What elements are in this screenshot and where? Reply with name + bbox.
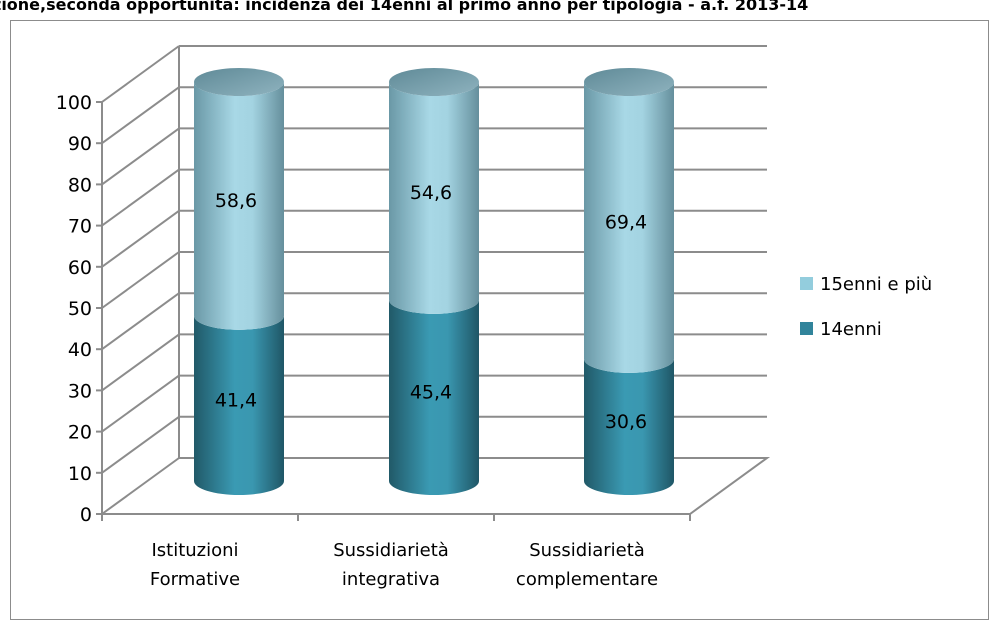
- y-tick-label: 10: [68, 463, 92, 485]
- legend: 15enni e più 14enni: [800, 274, 932, 340]
- bar-segment-15enni: [584, 82, 674, 373]
- gridline-side: [101, 333, 180, 392]
- y-tick-label: 80: [68, 174, 92, 196]
- gridline-side: [101, 86, 180, 145]
- y-tick-label: 70: [68, 216, 92, 238]
- y-tick-label: 40: [68, 339, 92, 361]
- y-tick-label: 100: [56, 92, 92, 114]
- data-label-14enni: 30,6: [605, 411, 647, 433]
- y-tick-label: 50: [68, 298, 92, 320]
- gridline-side: [101, 168, 180, 227]
- data-label-15enni: 54,6: [410, 182, 452, 204]
- legend-label: 14enni: [820, 319, 882, 340]
- gridline-side: [101, 415, 180, 474]
- data-labels: 41,4 58,6 45,4 54,6 30,6 69,4: [215, 182, 647, 433]
- gridline-side: [101, 251, 180, 309]
- chart-title: zione,seconda opportunità: incidenza dei…: [0, 0, 809, 14]
- axes: Istituzioni Formative Sussidiarietà integra…: [96, 46, 771, 590]
- bar-segment-15enni: [389, 82, 479, 314]
- data-label-14enni: 45,4: [410, 381, 452, 403]
- bar-top-cap: [389, 68, 479, 96]
- y-tick-label: 90: [68, 133, 92, 155]
- x-category-label: Sussidiarietà: [529, 540, 645, 561]
- bar-top-cap: [584, 68, 674, 96]
- chart-frame: [10, 20, 989, 620]
- gridline-side: [101, 127, 180, 186]
- y-tick-label: 60: [68, 257, 92, 279]
- legend-label: 15enni e più: [820, 274, 932, 295]
- data-label-15enni: 58,6: [215, 190, 257, 212]
- bar-segment-14enni: [194, 315, 284, 495]
- gridline-side: [101, 292, 180, 351]
- bar-segment-14enni: [584, 358, 674, 495]
- x-category-label: complementare: [516, 569, 658, 590]
- bars: [194, 68, 674, 495]
- legend-swatch: [800, 277, 813, 290]
- x-category-label: integrativa: [342, 569, 440, 590]
- x-category-label: Sussidiarietà: [333, 540, 449, 561]
- x-category-label: Istituzioni: [151, 540, 238, 561]
- gridline-side: [101, 209, 180, 268]
- gridline-side: [101, 374, 180, 433]
- data-label-14enni: 41,4: [215, 389, 257, 411]
- bar-segment-15enni: [194, 82, 284, 330]
- gridline-side: [101, 45, 180, 103]
- bar-segment-14enni: [389, 299, 479, 495]
- y-tick-label: 30: [68, 380, 92, 402]
- y-tick-label: 20: [68, 422, 92, 444]
- x-category-label: Formative: [150, 569, 240, 590]
- bar-top-cap: [194, 68, 284, 96]
- y-tick-label: 0: [80, 504, 92, 526]
- gridline-side: [101, 457, 180, 515]
- data-label-15enni: 69,4: [605, 211, 647, 233]
- legend-swatch: [800, 322, 813, 335]
